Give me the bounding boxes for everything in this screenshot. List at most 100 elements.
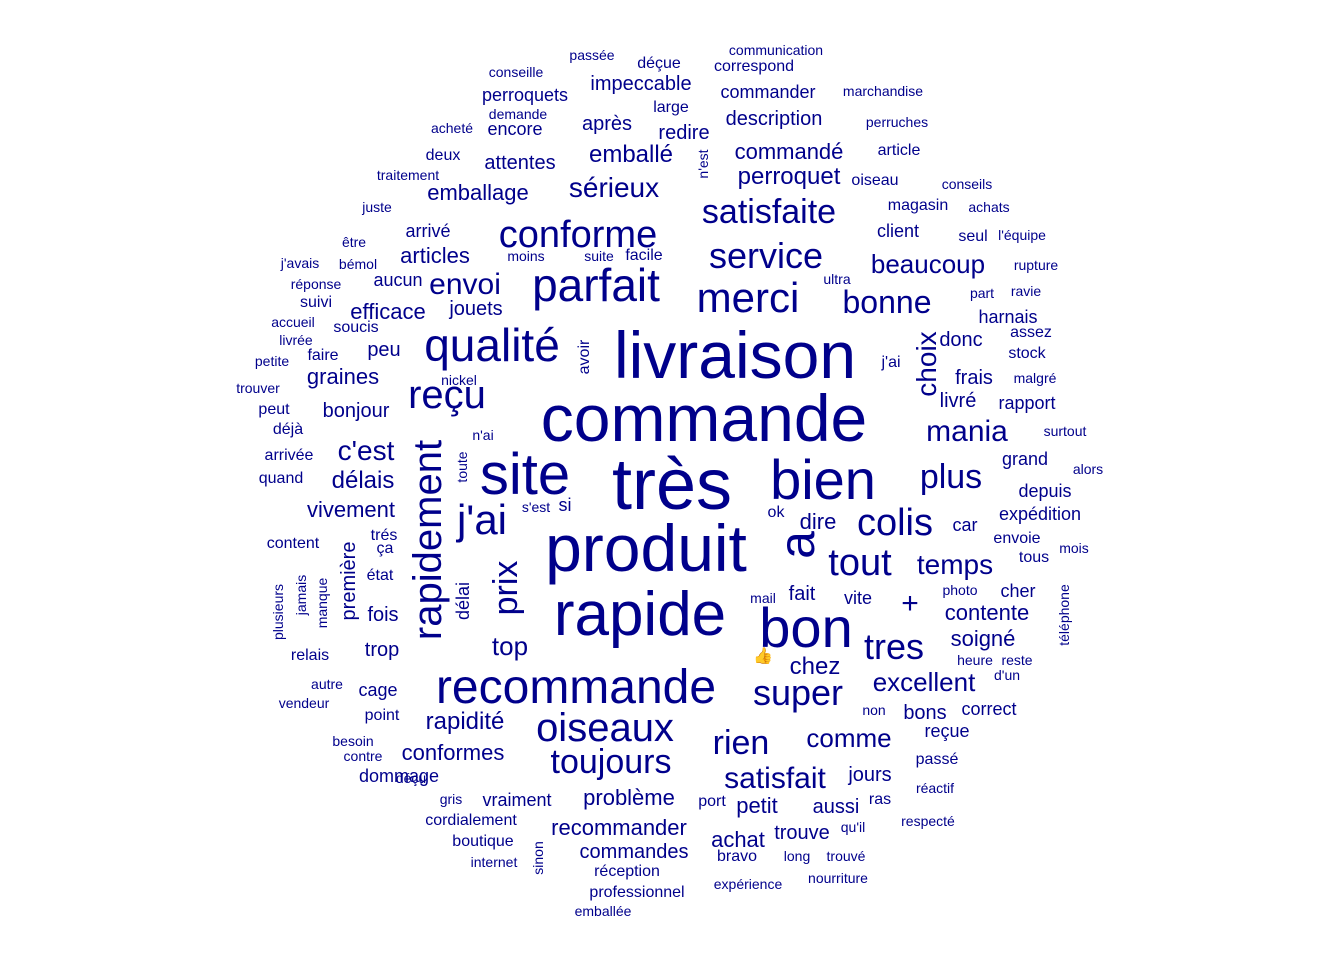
word-cloud-word: téléphone [1056,584,1072,646]
word-cloud-word: conformes [401,740,505,765]
word-cloud-word: sinon [530,841,546,875]
word-cloud-word: efficace [350,299,426,324]
word-cloud-word: contre [343,748,383,764]
word-cloud-word: suite [584,248,614,264]
word-cloud-word: chez [789,653,841,680]
word-cloud-word: communication [728,42,824,58]
word-cloud-word: s'est [521,499,551,515]
word-cloud-word: trouvé [826,848,866,864]
word-cloud-word: réception [594,863,660,880]
word-cloud-word: correct [961,699,1017,719]
word-cloud-word: demande [488,106,548,122]
word-cloud-word: satisfait [724,762,826,795]
word-cloud-word: vivement [306,497,396,522]
word-cloud-word: soucis [333,319,379,336]
word-cloud-word: mania [926,415,1008,448]
word-cloud-word: deux [425,147,461,164]
word-cloud-word: jouets [449,298,503,320]
word-cloud-word: état [366,567,394,584]
word-cloud-word: livré [939,390,977,412]
word-cloud-word: l'équipe [998,227,1046,243]
word-cloud-word: internet [470,854,518,870]
word-cloud-word: déjà [272,421,304,438]
word-cloud-word: frais [955,367,993,389]
word-cloud-word: ok [767,504,785,521]
word-cloud-word: 👍 [753,648,773,665]
word-cloud-word: a [769,531,825,559]
word-cloud-word: livraison [613,318,857,392]
word-cloud-word: bravo [716,848,758,865]
word-cloud-word: envoie [993,530,1041,547]
word-cloud-word: redire [658,122,710,144]
word-cloud-word: aussi [812,796,860,818]
word-cloud-word: vite [843,588,873,608]
word-cloud-word: ravie [1010,283,1042,299]
word-cloud-word: reste [1001,652,1033,668]
word-cloud-word: harnais [978,307,1038,327]
word-cloud-word: magasin [887,197,949,214]
word-cloud-word: fait [788,583,816,605]
word-cloud-word: site [479,442,571,507]
word-cloud-word: dire [799,509,837,534]
word-cloud-word: trés [370,527,398,544]
word-cloud-word: alors [1072,461,1104,477]
word-cloud-word: photo [942,582,978,598]
word-cloud-word: bonne [842,284,932,320]
word-cloud-word: n'ai [472,427,494,443]
word-cloud-word: cage [358,680,398,700]
word-cloud-word: soigné [950,626,1016,651]
word-cloud-word: comme [806,723,892,753]
word-cloud-word: petit [736,793,778,818]
word-cloud-word: vendeur [278,695,330,711]
word-cloud-word: beaucoup [870,249,986,279]
word-cloud-word: rapport [998,393,1056,413]
word-cloud-word: non [862,702,886,718]
word-cloud-word: conseille [488,64,544,80]
word-cloud-word: peut [258,401,290,418]
word-cloud-word: correspond [713,58,795,75]
word-cloud-word: oiseaux [536,706,674,750]
word-cloud-word: facile [625,247,663,264]
word-cloud-word: parfait [532,259,660,311]
word-cloud-word: description [725,108,823,130]
word-cloud-word: toute [454,451,470,483]
word-cloud-word: ultra [823,271,851,287]
word-cloud-word: assez [1010,324,1052,341]
word-cloud-word: temps [916,549,994,580]
word-cloud-word: content [266,535,320,552]
word-cloud-word: réponse [290,276,342,292]
word-cloud-word: malgré [1013,370,1057,386]
word-cloud-word: article [877,142,921,159]
word-cloud-word: oiseau [851,172,899,189]
word-cloud-word: passée [569,47,615,63]
word-cloud-word: rupture [1013,257,1059,273]
word-cloud-word: colis [856,502,934,544]
word-cloud-word: achats [968,199,1010,215]
word-cloud-word: reçue [924,721,970,741]
word-cloud-word: très [611,445,733,525]
word-cloud-word: car [952,515,978,535]
word-cloud-word: peu [367,339,401,361]
word-cloud-word: mois [1059,540,1089,556]
word-cloud-word: grand [1001,449,1049,469]
word-cloud-word: tres [863,626,925,667]
word-cloud-word: surtout [1043,423,1087,439]
word-cloud-word: conseils [941,176,993,192]
word-cloud-word: quand [258,470,304,487]
word-cloud-word: accueil [271,314,315,330]
word-cloud-word: perruches [865,114,929,130]
word-cloud-word: excellent [872,667,976,697]
word-cloud-word: qu'il [840,819,866,835]
word-cloud-word: sérieux [568,172,660,203]
word-cloud-word: emballé [588,141,674,168]
word-cloud-word: jours [848,764,892,786]
word-cloud-word: impeccable [590,73,692,95]
word-cloud-word: expérience [713,876,783,892]
word-cloud-word: envoi [429,268,501,301]
word-cloud-word: n'est [695,149,711,179]
word-cloud-word: besoin [332,733,374,749]
word-cloud-word: bien [770,448,876,511]
word-cloud-word: commandé [734,139,844,164]
word-cloud-word: respecté [901,813,955,829]
